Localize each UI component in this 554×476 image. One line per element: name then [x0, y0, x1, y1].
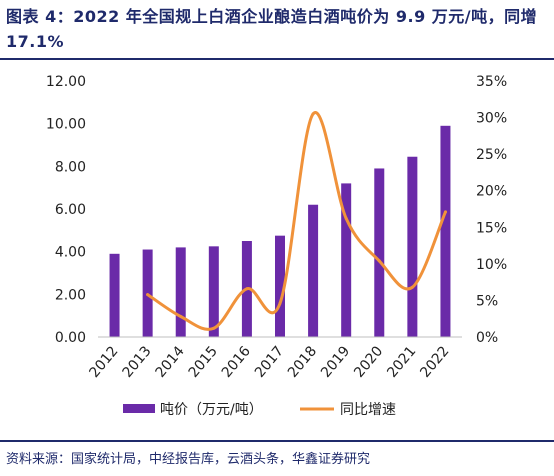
y-left-tick-label: 0.00: [55, 330, 86, 346]
bar: [275, 235, 285, 337]
combo-chart: 0.00 2.00 4.00 6.00 8.00 10.00 12.00 0% 5% 10% 15%…: [46, 74, 507, 418]
y-right-tick-label: 25%: [476, 147, 507, 163]
legend-line-label: 同比增速: [340, 402, 396, 418]
y-right-tick-label: 20%: [476, 184, 507, 200]
x-tick-label: 2021: [384, 343, 419, 381]
bar: [440, 125, 451, 337]
y-left-tick-label: 4.00: [55, 245, 86, 261]
x-tick-label: 2015: [186, 343, 221, 381]
y-right-tick-label: 0%: [476, 330, 498, 346]
bar: [308, 204, 319, 337]
y-left-tick-label: 10.00: [46, 117, 86, 133]
x-tick-label: 2016: [219, 343, 254, 381]
source-note: 资料来源：国家统计局，中经报告库，云酒头条，华鑫证券研究: [6, 452, 371, 467]
growth-point: [179, 315, 183, 319]
growth-point: [212, 326, 216, 330]
y-right-tick-label: 15%: [476, 220, 507, 236]
x-tick-label: 2013: [120, 343, 155, 381]
y-right-tick-label: 35%: [476, 74, 507, 90]
legend-bar-label: 吨价（万元/吨）: [160, 402, 263, 418]
x-tick-label: 2018: [285, 343, 320, 381]
legend-bar-swatch: [123, 404, 155, 413]
bar: [341, 183, 352, 337]
growth-point: [278, 301, 282, 305]
bar: [208, 246, 219, 337]
y-left-tick-label: 6.00: [55, 202, 86, 218]
growth-point: [344, 217, 348, 221]
x-tick-label: 2019: [318, 343, 353, 381]
chart-title: 图表 4：2022 年全国规上白酒企业酿造白酒吨价为 9.9 万元/吨，同增17…: [6, 7, 538, 51]
y-left-tick-label: 12.00: [46, 74, 86, 90]
x-tick-label: 2017: [252, 343, 287, 381]
x-tick-label: 2022: [417, 343, 452, 381]
growth-line: [146, 111, 447, 331]
growth-point: [443, 210, 447, 214]
growth-point: [377, 259, 381, 263]
y-left-tick-label: 2.00: [55, 287, 86, 303]
y-right-tick-label: 10%: [476, 257, 507, 273]
bar: [407, 156, 418, 337]
y-left-tick-label: 8.00: [55, 159, 86, 175]
x-tick-label: 2020: [351, 343, 386, 381]
x-tick-label: 2014: [153, 343, 188, 381]
growth-point: [410, 285, 414, 289]
y-right-tick-label: 5%: [476, 293, 498, 309]
growth-point: [245, 287, 249, 291]
bar: [109, 253, 120, 337]
bar: [374, 168, 385, 337]
growth-point: [311, 112, 315, 116]
x-tick-label: 2012: [86, 343, 121, 381]
top-rule: [0, 58, 554, 60]
y-right-tick-label: 30%: [476, 111, 507, 127]
bottom-rule: [0, 440, 554, 442]
growth-point: [146, 293, 150, 297]
bar: [175, 247, 186, 337]
